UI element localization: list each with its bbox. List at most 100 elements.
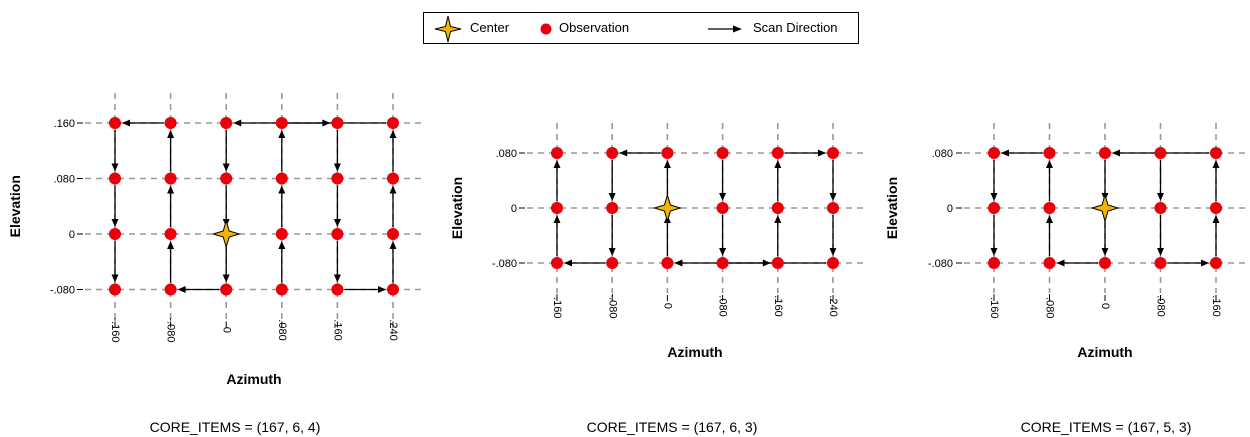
observation-point xyxy=(1210,147,1222,159)
x-tick-label: -.080 xyxy=(606,293,618,318)
scan-arrow-head xyxy=(1212,160,1220,168)
legend-center-label: Center xyxy=(470,20,510,35)
scan-arrow-head xyxy=(663,160,671,168)
scan-arrow-head xyxy=(222,274,230,283)
observation-point xyxy=(387,117,399,129)
x-tick-label: .240 xyxy=(827,295,839,316)
scan-arrow-head xyxy=(1112,149,1120,157)
x-tick-label: .160 xyxy=(772,295,784,316)
legend-scan-arrow-head xyxy=(733,25,742,33)
observation-point xyxy=(331,228,344,240)
legend: Center Observation Scan Direction xyxy=(423,12,859,44)
scan-arrow-head xyxy=(619,149,628,157)
scan-arrow-head xyxy=(111,163,119,172)
scan-arrow-head xyxy=(333,163,341,172)
center-star-icon xyxy=(652,193,683,223)
legend-observation-marker xyxy=(540,23,552,35)
observation-point xyxy=(220,283,233,296)
scan-arrow-head xyxy=(1157,248,1164,256)
scan-arrow-head xyxy=(719,193,727,201)
observation-point xyxy=(606,202,619,214)
observation-point xyxy=(387,228,399,240)
observation-point xyxy=(331,117,344,129)
scan-arrow-head xyxy=(111,274,119,283)
observation-point xyxy=(988,257,1000,269)
observation-point xyxy=(109,283,121,296)
x-tick-label: .080 xyxy=(1155,295,1167,316)
legend-symbols xyxy=(434,15,742,43)
scan-arrow-head xyxy=(111,219,119,227)
observation-point xyxy=(275,283,288,296)
scan-arrow-head xyxy=(122,119,130,127)
observation-point xyxy=(1099,257,1111,269)
scan-arrow-head xyxy=(608,248,616,256)
observation-point xyxy=(661,147,674,159)
scan-arrow-head xyxy=(774,215,782,223)
scan-arrow-head xyxy=(378,286,386,293)
observation-point xyxy=(771,147,784,159)
x-tick-label: .160 xyxy=(331,319,343,340)
y-tick-label: 0 xyxy=(69,229,75,241)
x-tick-label: -.160 xyxy=(109,317,121,342)
x-axis-title: Azimuth xyxy=(667,344,722,360)
scan-arrow-head xyxy=(553,215,561,223)
observation-point xyxy=(164,283,177,296)
y-tick-label: .080 xyxy=(932,148,953,160)
observation-point xyxy=(771,202,784,214)
y-tick-label: .080 xyxy=(496,148,517,160)
scan-arrow-head xyxy=(278,241,286,249)
scan-arrow-head xyxy=(990,193,998,201)
observation-point xyxy=(1154,202,1167,214)
scan-arrow-head xyxy=(1056,259,1065,267)
observation-point xyxy=(1154,147,1167,159)
observation-point xyxy=(551,257,563,269)
observation-point xyxy=(606,257,619,269)
y-axis-title: Elevation xyxy=(449,177,465,239)
scan-arrow-head xyxy=(278,185,286,194)
observation-point xyxy=(827,202,839,214)
scan-arrow-head xyxy=(564,259,572,267)
observation-point xyxy=(1043,202,1056,214)
x-tick-label: .080 xyxy=(717,295,729,316)
observation-point xyxy=(1099,147,1111,159)
scan-arrow-head xyxy=(1201,259,1209,267)
observation-point xyxy=(220,117,233,129)
observation-point xyxy=(387,172,399,185)
observation-point xyxy=(164,117,177,129)
observation-point xyxy=(164,172,177,185)
center-star-icon xyxy=(1090,193,1120,223)
scan-arrow-head xyxy=(818,149,826,157)
scan-arrow-head xyxy=(829,193,837,201)
x-tick-label: -.160 xyxy=(551,293,563,318)
scan-arrow-head xyxy=(222,163,230,172)
center-star-icon xyxy=(211,219,241,249)
observation-point xyxy=(164,228,177,240)
scan-arrow-head xyxy=(1046,215,1053,223)
y-tick-label: -.080 xyxy=(492,258,517,270)
scan-arrow-head xyxy=(674,259,683,267)
observation-point xyxy=(661,257,674,269)
scan-arrow-head xyxy=(333,219,341,227)
observation-point xyxy=(551,147,563,159)
observation-point xyxy=(109,117,121,129)
x-tick-label: .080 xyxy=(276,319,288,340)
scan-arrow-head xyxy=(1046,160,1053,168)
observation-point xyxy=(331,172,344,185)
observation-point xyxy=(771,257,784,269)
y-axis-title: Elevation xyxy=(884,177,900,239)
x-tick-label: .240 xyxy=(387,319,399,340)
observation-point xyxy=(827,147,839,159)
legend-center-star-icon xyxy=(434,15,462,43)
observation-point xyxy=(1043,147,1056,159)
scan-arrow-head xyxy=(1157,193,1164,201)
observation-point xyxy=(606,147,619,159)
legend-scan-label: Scan Direction xyxy=(753,20,838,35)
scan-arrow-head xyxy=(167,241,175,249)
observation-point xyxy=(1043,257,1056,269)
observation-point xyxy=(275,117,288,129)
y-tick-label: -.080 xyxy=(50,285,75,297)
y-axis-title: Elevation xyxy=(7,175,23,237)
